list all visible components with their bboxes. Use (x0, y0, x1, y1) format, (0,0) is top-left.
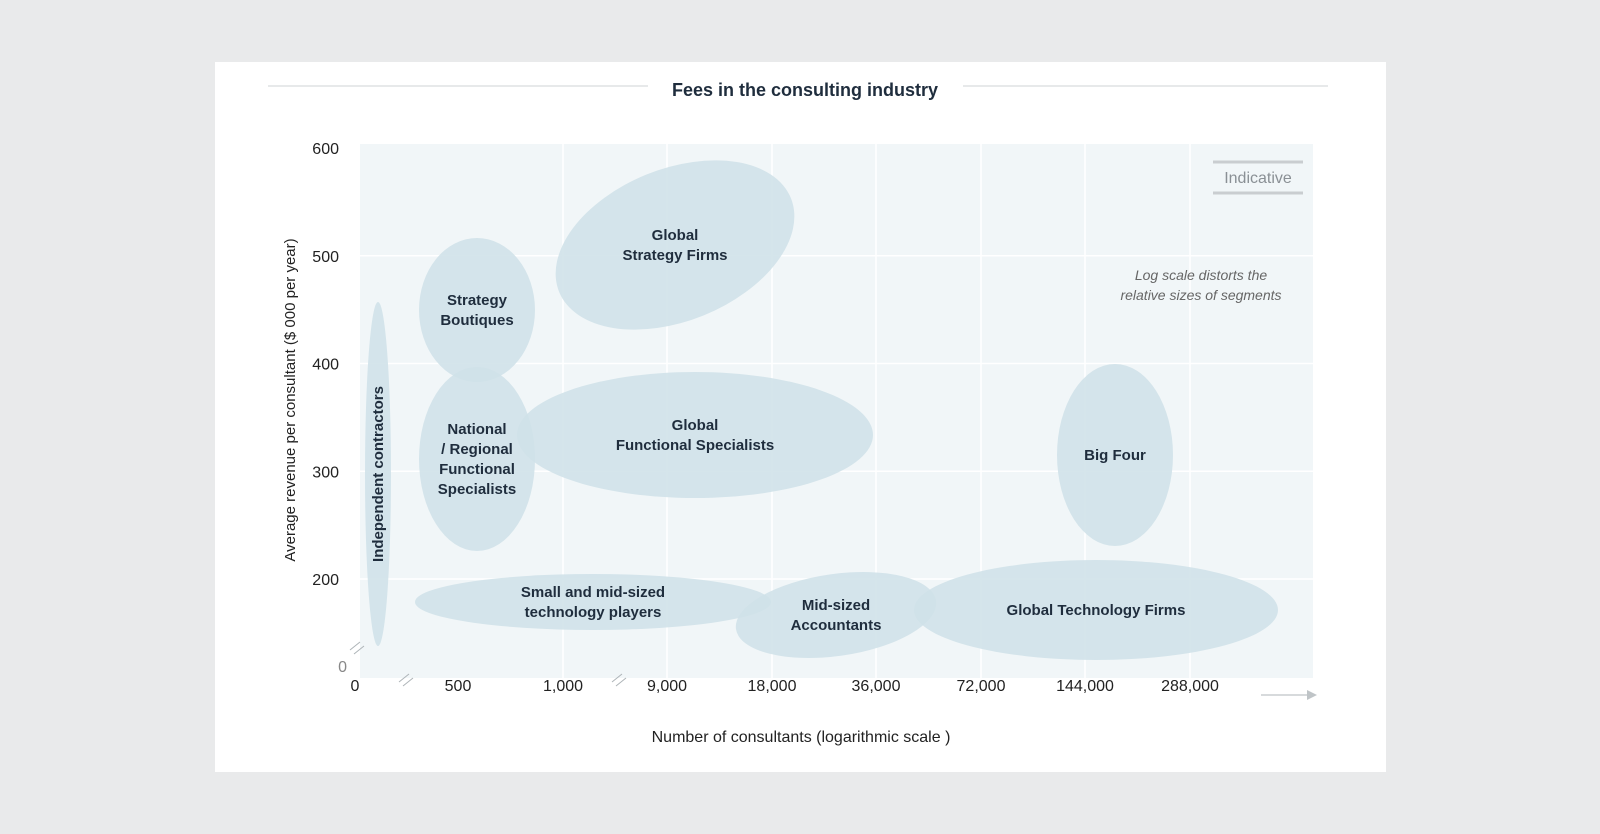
log-scale-note: Log scale distorts the relative sizes of… (1120, 267, 1281, 303)
x-tick-label: 500 (445, 678, 472, 695)
x-tick-label: 18,000 (748, 678, 797, 695)
segment-label-global-strategy-firms: Global Strategy Firms (622, 227, 727, 264)
segment-label-global-functional-specialists: Global Functional Specialists (616, 417, 774, 454)
segment-label-line: National (447, 421, 506, 438)
y-axis-label: Average revenue per consultant ($ 000 pe… (282, 238, 299, 561)
segment-label-line: Global Technology Firms (1007, 602, 1186, 619)
segment-label-line: Accountants (791, 617, 882, 634)
note-line-2: relative sizes of segments (1120, 287, 1281, 303)
y-tick-label: 500 (312, 249, 339, 266)
chart-title: Fees in the consulting industry (672, 80, 938, 100)
x-axis-label: Number of consultants (logarithmic scale… (652, 729, 951, 746)
segment-label-national-regional-functional-specialists: National / Regional Functional Specialists (438, 421, 516, 498)
segment-label-line: Mid-sized (802, 597, 870, 614)
segment-label-line: Global (652, 227, 699, 244)
x-tick-label: 9,000 (647, 678, 687, 695)
segment-strategy-boutiques (419, 238, 535, 382)
segment-label-line: Functional (439, 461, 515, 478)
segment-label-line: / Regional (441, 441, 513, 458)
segment-label-global-technology-firms: Global Technology Firms (1007, 602, 1186, 619)
y-tick-label: 600 (312, 141, 339, 158)
x-tick-label: 72,000 (957, 678, 1006, 695)
y-tick-label: 200 (312, 572, 339, 589)
segment-global-strategy-firms (555, 160, 795, 330)
x-tick-label: 288,000 (1161, 678, 1219, 695)
chart-card: Fees in the consulting industry Global St… (215, 62, 1386, 772)
segment-national-regional-functional-specialists (419, 367, 535, 551)
segment-label-line: Independent contractors (370, 386, 387, 562)
x-tick-label: 0 (351, 678, 360, 695)
segment-label-big-four: Big Four (1084, 447, 1146, 464)
x-axis: 0 500 1,000 9,000 18,000 36,000 72,000 144,000 2… (351, 678, 1219, 695)
x-axis-arrow (1261, 690, 1317, 700)
segment-global-functional-specialists (517, 372, 873, 498)
x-tick-label: 36,000 (852, 678, 901, 695)
axis-break-marks (349, 641, 627, 687)
segment-label-line: Strategy Firms (622, 247, 727, 264)
segments: Global Strategy Firms Strategy Boutiques Nat… (365, 160, 1278, 660)
segment-global-technology-firms (914, 560, 1278, 660)
segment-small-and-mid-sized-technology-players (415, 574, 771, 630)
y-tick-label: 400 (312, 357, 339, 374)
y-axis: 0 200 300 400 500 600 (312, 141, 347, 676)
segment-mid-sized-accountants (735, 572, 937, 658)
y-tick-label: 300 (312, 464, 339, 481)
segment-label-line: Functional Specialists (616, 437, 774, 454)
segment-independent-contractors (365, 302, 391, 646)
segment-label-small-and-mid-sized-technology-players: Small and mid-sized technology players (521, 584, 665, 621)
note-line-1: Log scale distorts the (1135, 267, 1268, 283)
y-tick-label: 0 (338, 659, 347, 676)
segment-label-line: Strategy (447, 292, 508, 309)
segment-label-line: Specialists (438, 481, 516, 498)
indicative-label: Indicative (1224, 170, 1292, 187)
segment-label-line: Big Four (1084, 447, 1146, 464)
segment-label-independent-contractors: Independent contractors (370, 386, 387, 562)
segment-label-line: Boutiques (440, 312, 513, 329)
segment-label-line: Global (672, 417, 719, 434)
segment-big-four (1057, 364, 1173, 546)
chart: Fees in the consulting industry Global St… (268, 80, 1328, 746)
x-tick-label: 1,000 (543, 678, 583, 695)
segment-label-strategy-boutiques: Strategy Boutiques (440, 292, 513, 329)
x-tick-label: 144,000 (1056, 678, 1114, 695)
indicative-badge: Indicative (1213, 160, 1303, 195)
segment-label-line: technology players (525, 604, 662, 621)
segment-label-mid-sized-accountants: Mid-sized Accountants (791, 597, 882, 634)
segment-label-line: Small and mid-sized (521, 584, 665, 601)
